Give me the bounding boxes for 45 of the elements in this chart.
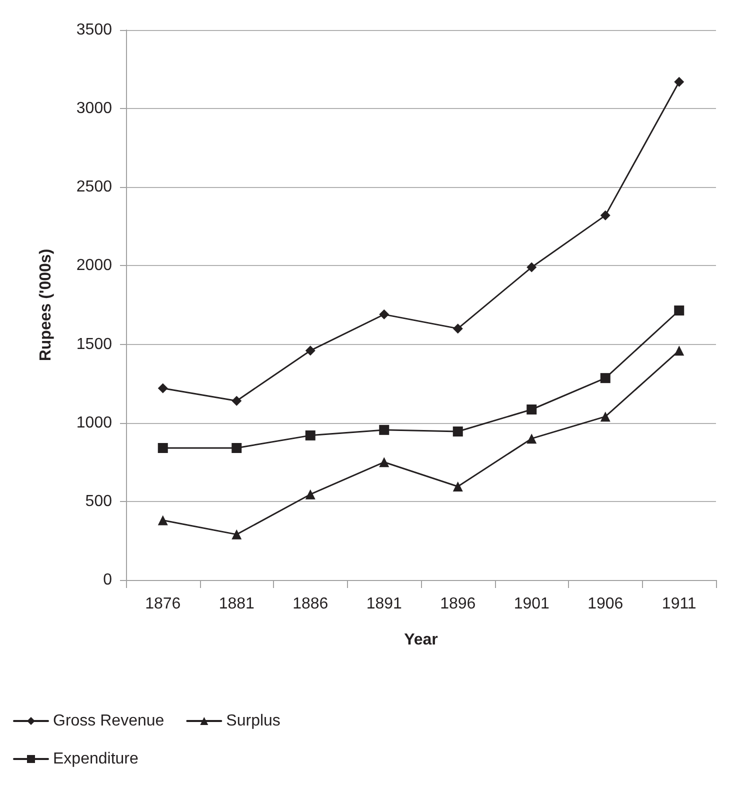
point: [526, 404, 537, 414]
y-tick-label: 0: [103, 572, 112, 588]
x-tick-label: 1911: [662, 596, 696, 612]
x-tick-label: 1896: [440, 596, 476, 612]
y-tick-label: 3500: [76, 22, 112, 38]
y-tick-label: 3000: [76, 100, 112, 118]
point: [600, 412, 610, 422]
y-tick-label: 2000: [76, 257, 112, 274]
point: [674, 76, 684, 87]
y-tick-label: 1500: [76, 336, 112, 353]
legend-label: Surplus: [226, 712, 280, 730]
point: [379, 457, 390, 468]
legend-label: Gross Revenue: [53, 712, 164, 730]
x-tick-label: 1881: [218, 596, 255, 612]
point: [305, 346, 316, 356]
x-tick-label: 1906: [588, 596, 624, 612]
y-axis-title: Rupees ('000s): [38, 248, 54, 362]
point: [305, 489, 316, 500]
point: [158, 383, 168, 394]
point: [526, 262, 537, 272]
x-tick-label: 1886: [292, 596, 328, 612]
point: [600, 373, 610, 384]
legend-label: Expenditure: [53, 750, 138, 768]
point: [232, 396, 242, 406]
y-tick-label: 2500: [76, 178, 112, 196]
point: [305, 430, 316, 440]
point: [452, 482, 463, 492]
point: [526, 434, 537, 444]
point: [232, 529, 242, 540]
point: [600, 210, 610, 220]
x-tick-label: 1891: [366, 596, 402, 612]
x-tick-label: 1901: [514, 596, 550, 612]
point: [158, 443, 168, 453]
point: [232, 443, 242, 453]
point: [158, 515, 168, 526]
point: [674, 346, 684, 356]
point: [379, 309, 390, 320]
x-axis-title: Year: [404, 632, 438, 648]
point: [379, 424, 390, 435]
point: [452, 426, 463, 436]
y-tick-label: 500: [85, 492, 112, 510]
point: [674, 306, 684, 316]
point: [452, 324, 463, 334]
x-tick-label: 1876: [145, 596, 181, 612]
y-tick-label: 1000: [76, 414, 112, 432]
